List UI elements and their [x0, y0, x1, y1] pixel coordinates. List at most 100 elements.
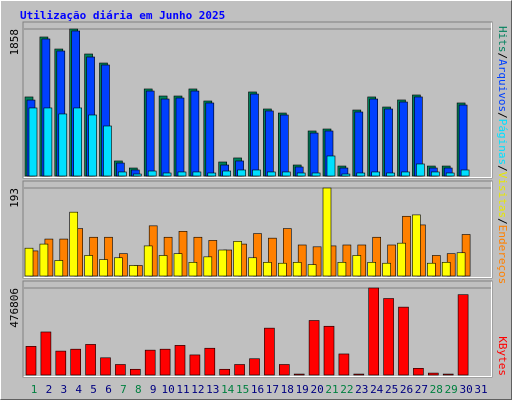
bar: [84, 255, 93, 277]
bar: [338, 353, 350, 376]
bar: [441, 262, 451, 277]
bar: [263, 262, 272, 277]
bar: [129, 265, 138, 277]
bar: [442, 373, 454, 376]
bar: [54, 260, 64, 277]
bar: [28, 107, 38, 177]
legend-separator: /: [496, 218, 509, 225]
bar: [104, 236, 113, 277]
bar: [383, 298, 394, 376]
x-tick-label: 9: [150, 383, 157, 396]
bar: [39, 243, 49, 277]
bar: [277, 262, 287, 277]
bar: [341, 173, 351, 177]
bar: [282, 228, 292, 277]
x-tick-label: 24: [370, 383, 384, 396]
x-tick-label: 19: [296, 383, 309, 396]
bar: [144, 349, 156, 376]
bar: [278, 364, 290, 376]
bar: [371, 171, 381, 177]
bar: [397, 242, 406, 277]
x-tick-label: 17: [266, 383, 279, 396]
x-tick-label: 10: [161, 383, 174, 396]
bar: [114, 257, 123, 277]
panel-bevel: [23, 22, 492, 178]
bar: [398, 306, 409, 376]
bar: [399, 101, 408, 177]
bar: [252, 169, 261, 177]
bar: [40, 331, 52, 376]
legend-entry: Hits: [496, 26, 509, 53]
bar: [205, 102, 215, 177]
bar: [234, 364, 245, 376]
bar: [292, 262, 302, 277]
x-tick-label: 12: [191, 383, 204, 396]
bar: [203, 256, 213, 277]
legend-entry: Visitas: [496, 172, 509, 218]
y-tick-label: 193: [8, 188, 21, 208]
bar: [145, 90, 155, 177]
legend-separator: /: [496, 112, 509, 119]
x-tick-label: 5: [90, 383, 97, 396]
bar: [427, 372, 439, 376]
x-tick-label: 16: [251, 383, 264, 396]
bar: [70, 348, 81, 376]
x-tick-label: 18: [281, 383, 294, 396]
bar: [312, 246, 322, 277]
bar: [445, 172, 455, 177]
bar: [189, 354, 201, 376]
bar: [99, 259, 108, 277]
bar: [85, 344, 96, 376]
bar: [323, 325, 335, 376]
x-tick-label: 15: [236, 383, 249, 396]
legend-entry: Endereços: [496, 225, 509, 285]
bar: [264, 327, 275, 376]
bar: [279, 114, 289, 177]
x-tick-label: 21: [325, 383, 338, 396]
bar: [368, 287, 380, 376]
bar: [204, 347, 216, 376]
bar: [159, 348, 171, 376]
bar: [367, 262, 377, 277]
bar: [296, 172, 306, 177]
bar: [103, 125, 112, 177]
bar: [457, 294, 469, 376]
bar: [43, 107, 53, 177]
legend-separator: /: [496, 53, 509, 60]
bar: [173, 253, 183, 277]
bar: [248, 257, 257, 277]
bar: [267, 171, 276, 177]
bar: [118, 171, 127, 177]
bar: [130, 368, 141, 376]
bar: [88, 114, 97, 177]
x-tick-label: 14: [221, 383, 235, 396]
bar: [308, 320, 320, 376]
bar: [311, 172, 321, 177]
bar: [293, 373, 305, 376]
bar: [69, 211, 78, 277]
bar: [59, 238, 69, 277]
bar: [25, 346, 37, 376]
x-tick-label: 26: [400, 383, 413, 396]
bar: [356, 172, 366, 177]
x-tick-label: 29: [445, 383, 458, 396]
bar: [133, 173, 142, 177]
bar: [382, 262, 391, 277]
bar: [73, 107, 82, 177]
x-tick-label: 8: [135, 383, 142, 396]
bar: [322, 187, 332, 277]
x-tick-label: 25: [385, 383, 398, 396]
bar: [426, 262, 436, 277]
bar: [268, 237, 277, 277]
bar: [265, 110, 274, 177]
bar: [460, 169, 470, 177]
x-tick-label: 2: [46, 383, 53, 396]
bar: [192, 171, 202, 177]
bar: [297, 244, 307, 277]
bar: [386, 172, 395, 177]
x-tick-label: 7: [120, 383, 127, 396]
bar: [207, 172, 217, 177]
bar: [412, 214, 421, 277]
bar: [177, 171, 187, 177]
